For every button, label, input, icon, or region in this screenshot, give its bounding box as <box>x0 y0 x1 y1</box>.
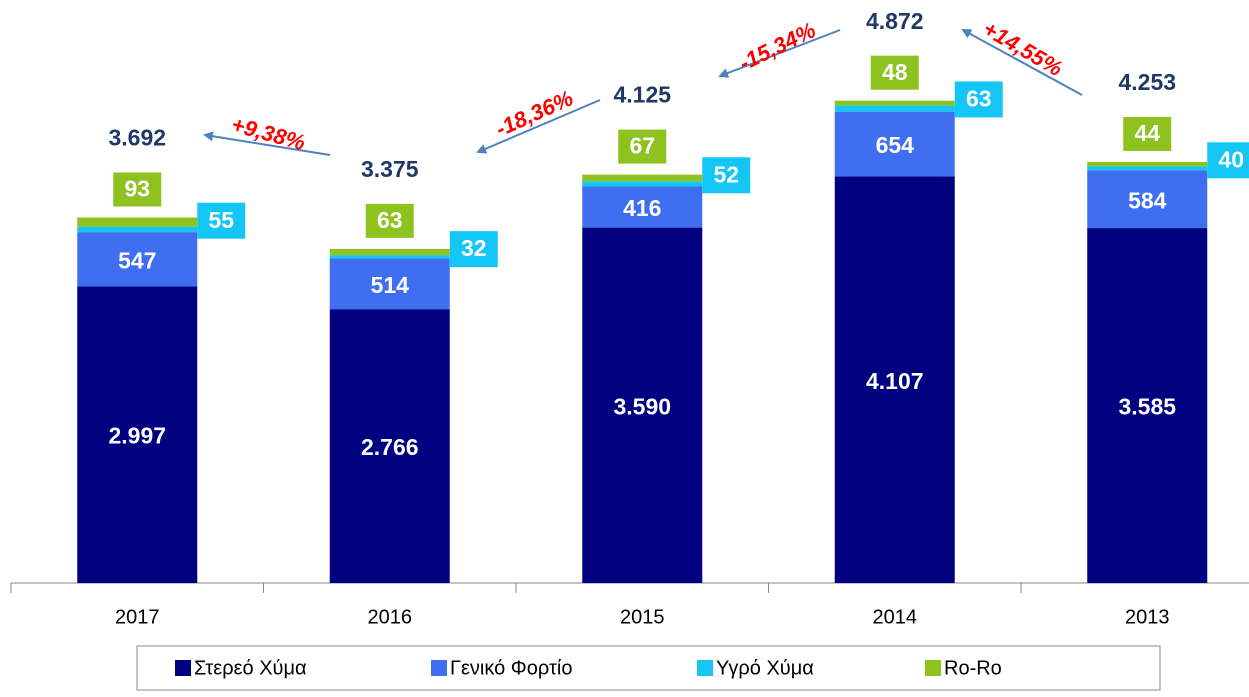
legend-label: Στερεό Χύμα <box>194 657 307 679</box>
bar-segment <box>582 181 703 187</box>
value-label: 3.585 <box>1118 394 1176 420</box>
x-tick-label: 2016 <box>368 606 413 628</box>
bar-segment <box>77 286 198 583</box>
x-tick-label: 2015 <box>620 606 665 628</box>
value-label: 416 <box>623 195 661 221</box>
legend-box <box>136 645 1161 691</box>
bar-segment <box>77 232 198 287</box>
bar-segment <box>1087 161 1208 167</box>
bar-segment <box>834 100 955 106</box>
change-arrow <box>476 99 601 154</box>
value-label-box <box>702 157 751 194</box>
value-label: 2.997 <box>108 423 166 449</box>
legend-label: Ro-Ro <box>944 657 1002 679</box>
change-annotation: -18,36% <box>492 85 577 141</box>
value-label-box <box>618 129 667 164</box>
legend-swatch <box>175 660 191 676</box>
value-label: 514 <box>371 272 410 298</box>
value-label-box <box>365 203 414 238</box>
total-label: 3.375 <box>361 156 419 182</box>
legend-label: Υγρό Χύμα <box>716 657 814 679</box>
change-annotation: -15,34% <box>735 17 820 75</box>
value-label-box <box>1123 116 1172 151</box>
change-annotation: +14,55% <box>979 16 1067 81</box>
value-label: 63 <box>377 207 403 233</box>
value-label: 52 <box>713 161 739 187</box>
bar-segment <box>1087 170 1208 229</box>
legend-swatch <box>431 660 447 676</box>
value-label-box <box>1207 142 1249 179</box>
bar-segment <box>834 111 955 177</box>
value-label: 654 <box>876 132 915 158</box>
value-label: 44 <box>1134 120 1160 146</box>
value-label: 4.107 <box>866 368 924 394</box>
bar-segment <box>582 186 703 228</box>
value-label: 48 <box>882 59 908 85</box>
bar-segment <box>77 217 198 227</box>
bar-segment <box>329 255 450 259</box>
bar-segment <box>329 309 450 583</box>
bar-segment <box>77 226 198 233</box>
bar-segment <box>1087 228 1208 583</box>
value-label-box <box>113 172 162 207</box>
value-label: 584 <box>1128 187 1167 213</box>
total-label: 4.872 <box>866 8 924 34</box>
bar-segment <box>582 227 703 583</box>
change-arrow <box>203 131 331 156</box>
value-label-box <box>870 55 919 90</box>
value-label: 547 <box>118 247 156 273</box>
bar-segment <box>329 248 450 256</box>
value-label: 67 <box>629 133 655 159</box>
change-annotation: +9,38% <box>229 112 308 156</box>
x-tick-label: 2013 <box>1125 606 1170 628</box>
value-label-box <box>197 202 246 239</box>
value-label-box <box>954 81 1003 118</box>
change-arrow <box>718 29 841 78</box>
x-tick-label: 2017 <box>115 606 160 628</box>
total-label: 4.253 <box>1118 69 1176 95</box>
change-arrow <box>961 29 1083 96</box>
total-label: 4.125 <box>613 82 671 108</box>
bar-segment <box>329 258 450 310</box>
legend-swatch <box>925 660 941 676</box>
value-label: 55 <box>208 207 234 233</box>
value-label: 93 <box>124 176 150 202</box>
bar-segment <box>1087 166 1208 171</box>
value-label: 40 <box>1218 146 1244 172</box>
legend-label: Γενικό Φορτίο <box>450 657 572 679</box>
bar-segment <box>582 174 703 182</box>
legend-swatch <box>697 660 713 676</box>
total-label: 3.692 <box>108 125 166 151</box>
value-label: 2.766 <box>361 434 419 460</box>
bar-segment <box>834 176 955 584</box>
value-label: 32 <box>461 235 487 261</box>
value-label: 63 <box>966 86 992 112</box>
value-label: 3.590 <box>613 393 671 419</box>
value-label-box <box>449 231 498 268</box>
bar-segment <box>834 105 955 112</box>
x-tick-label: 2014 <box>873 606 918 628</box>
